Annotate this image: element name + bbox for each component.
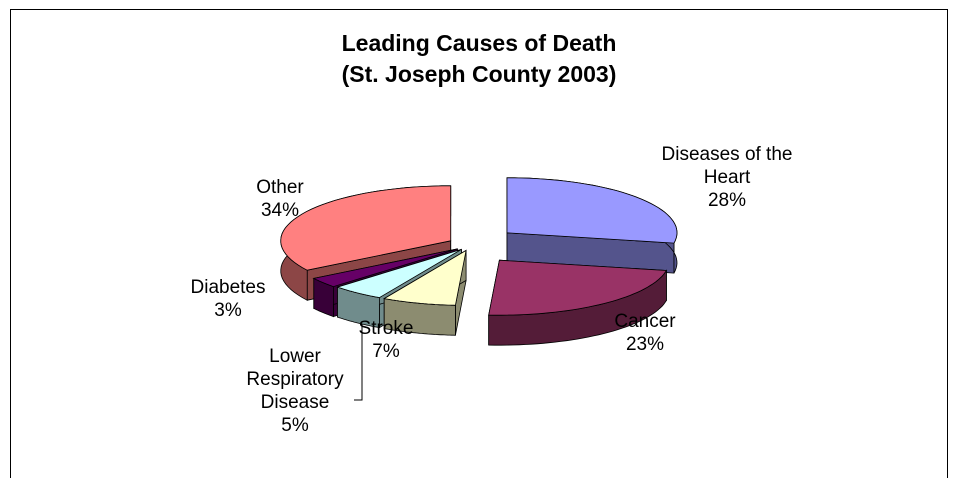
value-label: 7% — [372, 341, 400, 362]
category-label: Other — [256, 177, 304, 198]
value-label: 5% — [281, 415, 309, 436]
chart-title: Leading Causes of Death — [341, 30, 617, 56]
frame — [10, 9, 948, 478]
slice — [280, 185, 452, 271]
data-label: Stroke 7% — [336, 317, 436, 363]
chart-subtitle: (St. Joseph County 2003) — [341, 61, 617, 87]
data-label: Other 34% — [225, 176, 335, 222]
value-label: 28% — [707, 190, 747, 211]
slice — [488, 259, 668, 316]
slice — [312, 248, 458, 288]
category-label: Lower Respiratory Disease — [246, 346, 344, 413]
category-label: Diseases of the Heart — [661, 144, 793, 188]
value-label: 3% — [214, 300, 242, 321]
data-label: Lower Respiratory Disease 5% — [225, 345, 365, 437]
data-label: Diseases of the Heart 28% — [637, 143, 817, 212]
data-label: Cancer 23% — [590, 310, 700, 356]
data-label: Diabetes 3% — [188, 276, 268, 322]
slice — [336, 249, 462, 299]
value-label: 34% — [260, 200, 300, 221]
slice — [383, 249, 467, 306]
category-label: Stroke — [358, 318, 414, 339]
category-label: Cancer — [614, 311, 676, 332]
slice — [506, 177, 678, 244]
value-label: 23% — [625, 334, 665, 355]
category-label: Diabetes — [190, 277, 266, 298]
